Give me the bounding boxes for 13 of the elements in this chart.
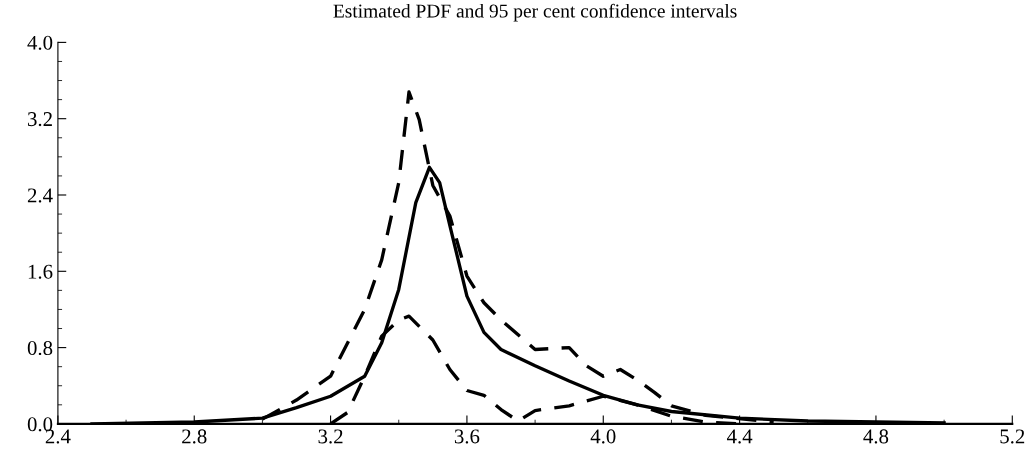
y-tick-label: 1.6 [28, 264, 53, 279]
x-tick-label: 4.0 [590, 429, 616, 444]
x-tick-label: 4.8 [863, 429, 889, 444]
x-tick-label: 3.2 [318, 429, 343, 444]
x-tick-label: 5.2 [1000, 429, 1025, 444]
x-tick-label: 3.6 [454, 429, 480, 444]
y-tick-label: 0.8 [27, 340, 53, 356]
x-tick-label: 2.8 [182, 429, 207, 444]
chart-title: Estimated PDF and 95 per cent confidence intervals [333, 3, 737, 22]
y-tick-label: 4.0 [27, 35, 53, 50]
x-tick-label: 4.4 [726, 429, 753, 444]
y-tick-label: 2.4 [27, 188, 53, 203]
y-tick-label: 3.2 [28, 112, 52, 127]
